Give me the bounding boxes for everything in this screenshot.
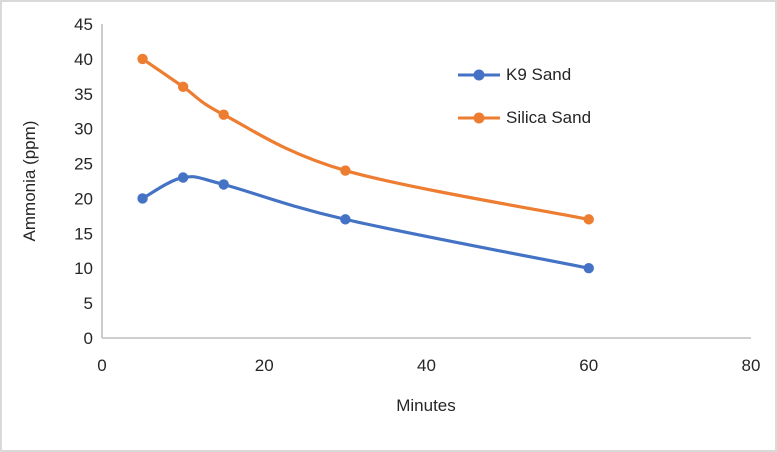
- x-tick-label: 0: [97, 356, 106, 375]
- legend: K9 Sand Silica Sand: [456, 61, 591, 132]
- y-tick-label: 15: [74, 224, 93, 243]
- data-point-silica-sand: [583, 214, 594, 225]
- data-point-silica-sand: [137, 53, 148, 65]
- legend-label-k9-sand: K9 Sand: [506, 65, 572, 84]
- legend-label-silica-sand: Silica Sand: [506, 108, 592, 127]
- y-tick-label: 35: [74, 85, 93, 104]
- data-point-k9-sand: [137, 193, 148, 204]
- x-axis-title: Minutes: [396, 396, 456, 415]
- data-point-k9-sand: [583, 263, 594, 274]
- data-point-silica-sand: [177, 81, 189, 93]
- k9-sand-legend-marker-icon: [458, 69, 500, 81]
- data-point-silica-sand: [340, 165, 351, 176]
- y-tick-label: 20: [74, 189, 93, 208]
- y-tick-label: 5: [84, 294, 93, 313]
- y-tick-label: 30: [74, 120, 93, 139]
- x-tick-label: 20: [255, 356, 274, 375]
- y-tick-label: 40: [74, 50, 93, 69]
- data-point-silica-sand: [218, 109, 229, 120]
- legend-item-k9-sand: K9 Sand: [456, 61, 591, 89]
- x-tick-label: 80: [742, 356, 761, 375]
- y-tick-label: 0: [84, 329, 93, 348]
- data-point-k9-sand: [177, 172, 189, 183]
- y-tick-label: 45: [74, 15, 93, 34]
- data-point-k9-sand: [340, 214, 351, 225]
- series-line-k9-sand: [140, 175, 591, 270]
- silica-sand-legend-marker-icon: [458, 112, 500, 124]
- x-tick-label: 60: [579, 356, 598, 375]
- data-point-k9-sand: [218, 179, 229, 190]
- y-axis-title: Ammonia (ppm): [20, 120, 39, 242]
- x-tick-label: 40: [417, 356, 436, 375]
- legend-item-silica-sand: Silica Sand: [456, 104, 591, 132]
- y-tick-label: 10: [74, 259, 93, 278]
- y-tick-label: 25: [74, 155, 93, 174]
